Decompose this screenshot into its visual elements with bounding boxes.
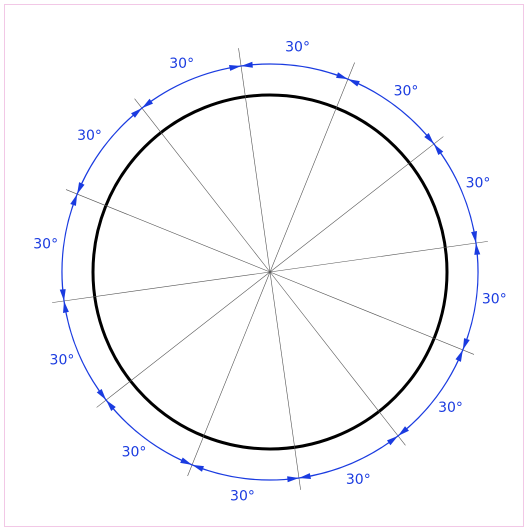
arrowhead (96, 388, 107, 401)
arrowhead (180, 457, 193, 465)
dimension-label: 30° (482, 292, 507, 308)
main-circle (91, 93, 449, 451)
arrowhead (131, 108, 142, 118)
dimension-label: 30° (169, 56, 194, 72)
arrowhead (70, 194, 78, 206)
arrowhead (106, 400, 116, 411)
dimension-label: 30° (346, 472, 371, 488)
dimension-label: 30° (122, 444, 147, 460)
arrowhead (471, 231, 477, 244)
arrowhead (455, 349, 463, 362)
arrowhead (59, 289, 66, 301)
dimension-label: 30° (438, 400, 463, 416)
radial-line (96, 271, 271, 408)
frame (4, 4, 524, 527)
dimension-label: 30° (50, 352, 75, 368)
dimension-label: 30° (77, 128, 102, 144)
arrowhead (141, 98, 154, 109)
arrowhead (424, 133, 434, 144)
radial-line (269, 271, 301, 490)
radial-line (52, 271, 271, 303)
arrowhead (386, 435, 399, 446)
arrowhead (474, 243, 481, 255)
dimension-label: 30° (394, 84, 419, 100)
dimension-label: 30° (285, 40, 310, 56)
arrowhead (229, 65, 242, 71)
arrowhead (241, 61, 253, 68)
arrowhead (433, 143, 444, 156)
radial-line (238, 48, 271, 273)
radial-line (269, 271, 406, 446)
dimension-label: 30° (230, 488, 255, 504)
arrowhead (462, 338, 470, 350)
arrowhead (336, 72, 348, 80)
dimension-label: 30° (466, 176, 491, 192)
arrowhead (77, 182, 85, 195)
arrowhead (298, 473, 311, 479)
radial-line (269, 136, 444, 273)
arrowhead (287, 476, 299, 483)
arrowhead (63, 300, 69, 313)
arrowhead (347, 79, 360, 87)
arrowhead (398, 426, 409, 436)
radial-line (269, 241, 488, 273)
arrowhead (192, 464, 204, 472)
dimension-label: 30° (33, 236, 58, 252)
radial-line (269, 62, 355, 273)
dimension-layer: 30° 30° 30° 30° 30° 30° 30° 30° 30° 30° 30° 30° (33, 40, 506, 505)
radial-line (65, 189, 271, 273)
radial-line (187, 271, 271, 477)
radial-line (269, 271, 475, 355)
radial-line (134, 98, 271, 273)
